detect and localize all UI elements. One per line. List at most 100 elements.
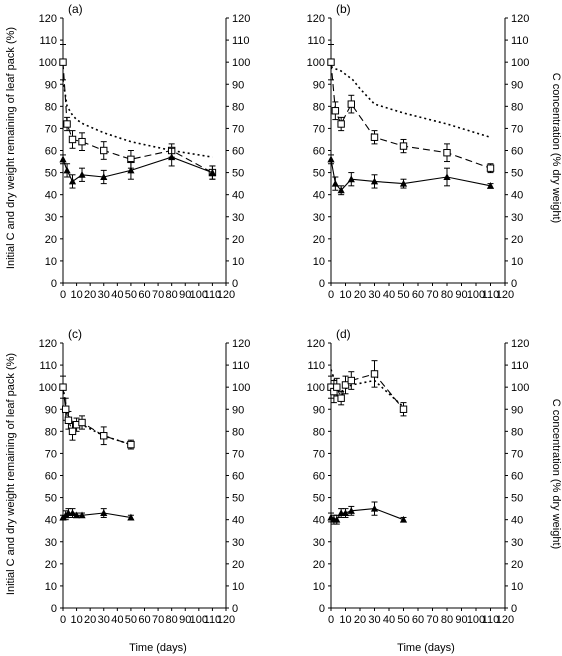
x-tick-label: 100 [190,289,208,301]
y-tick-label: 90 [45,79,57,91]
y2-tick-label: 70 [232,123,244,135]
left-axis-title-top: Initial C and dry weight remaining of le… [5,27,17,269]
series-line-1 [62,387,132,446]
panel-label: (a) [68,2,83,16]
x-tick-label: 50 [397,614,409,626]
y2-tick-label: 90 [232,404,244,416]
filled-triangle-marker [59,155,67,163]
series-line-2 [62,387,132,446]
y2-tick-label: 120 [511,338,529,350]
x-tick-label: 60 [138,614,150,626]
y2-tick-label: 70 [232,448,244,460]
x-tick-label: 70 [426,614,438,626]
x-tick-label: 80 [441,614,453,626]
filled-triangle-marker [327,155,335,163]
y-tick-label: 70 [45,123,57,135]
y-tick-label: 10 [45,256,57,268]
x-tick-label: 100 [467,614,485,626]
open-square-marker [347,376,356,385]
y2-tick-label: 120 [511,13,529,25]
x-tick-label: 70 [426,289,438,301]
x-tick-label: 0 [328,289,334,301]
y-tick-label: 30 [45,537,57,549]
open-square-marker [62,405,70,413]
open-square-marker [68,427,77,436]
x-tick-label: 30 [368,614,380,626]
y2-tick-label: 80 [232,101,244,113]
y-tick-label: 70 [313,123,325,135]
y2-tick-label: 70 [511,448,523,460]
x-tick-label: 110 [482,289,500,301]
filled-triangle-marker [68,177,77,185]
y-tick-label: 120 [39,13,57,25]
y-tick-label: 10 [313,581,325,593]
y2-tick-label: 60 [511,471,523,483]
y-tick-label: 20 [45,559,57,571]
y-tick-label: 0 [51,603,57,615]
y-tick-label: 90 [45,404,57,416]
x-tick-label: 40 [383,289,395,301]
x-tick-label: 50 [125,289,137,301]
series-line-2 [62,62,213,174]
right-axis-title-bottom: C concentration (% dry weight) [550,399,562,549]
y-tick-label: 80 [313,101,325,113]
filled-triangle-marker [443,173,451,180]
filled-triangle-marker [100,173,108,180]
x-tick-label: 110 [204,614,222,626]
y2-tick-label: 30 [511,212,523,224]
y2-tick-label: 10 [232,581,244,593]
open-square-marker [59,58,67,66]
open-square-marker [337,120,345,128]
y-tick-label: 50 [45,168,57,180]
y2-tick-label: 20 [232,234,244,246]
y-tick-label: 100 [39,382,57,394]
open-square-marker [68,135,77,144]
y-tick-label: 40 [313,190,325,202]
x-tick-label: 90 [455,289,467,301]
y2-tick-label: 70 [511,123,523,135]
x-tick-label: 80 [441,289,453,301]
x-tick-label: 120 [496,614,514,626]
y2-tick-label: 100 [232,57,250,69]
y-tick-label: 110 [39,360,57,372]
open-square-marker [100,146,108,155]
y2-tick-label: 0 [232,278,238,290]
x-tick-label: 20 [354,614,366,626]
filled-triangle-marker [399,179,408,187]
x-tick-label: 120 [496,289,514,301]
open-square-marker [333,383,341,391]
y-tick-label: 120 [39,338,57,350]
y-tick-label: 70 [45,448,57,460]
x-tick-label: 30 [98,289,110,301]
filled-triangle-marker [341,509,350,517]
y-tick-label: 100 [307,382,325,394]
y2-tick-label: 110 [232,360,250,372]
y-tick-label: 0 [319,278,325,290]
y2-tick-label: 90 [511,404,523,416]
open-square-marker [127,440,135,449]
y2-tick-label: 20 [511,559,523,571]
x-tick-label: 110 [482,614,500,626]
y2-tick-label: 100 [511,57,529,69]
filled-triangle-marker [78,170,86,178]
x-tick-label: 10 [339,614,351,626]
x-tick-label: 0 [60,614,66,626]
y-tick-label: 120 [307,338,325,350]
y-tick-label: 0 [51,278,57,290]
y-tick-label: 10 [313,256,325,268]
x-tick-label: 100 [190,614,208,626]
y2-tick-label: 50 [511,168,523,180]
filled-triangle-marker [333,515,341,523]
y-tick-label: 50 [45,493,57,505]
x-tick-label: 90 [455,614,467,626]
series-line-2 [330,62,491,169]
x-tick-label: 90 [179,289,191,301]
right-axis-title-top: C concentration (% dry weight) [550,73,562,223]
open-square-marker [78,137,86,146]
y-tick-label: 60 [45,471,57,483]
x-tick-label: 120 [217,289,235,301]
left-axis-title-bottom: Initial C and dry weight remaining of le… [5,353,17,595]
y-tick-label: 40 [45,190,57,202]
y2-tick-label: 90 [232,79,244,91]
y-tick-label: 30 [45,212,57,224]
